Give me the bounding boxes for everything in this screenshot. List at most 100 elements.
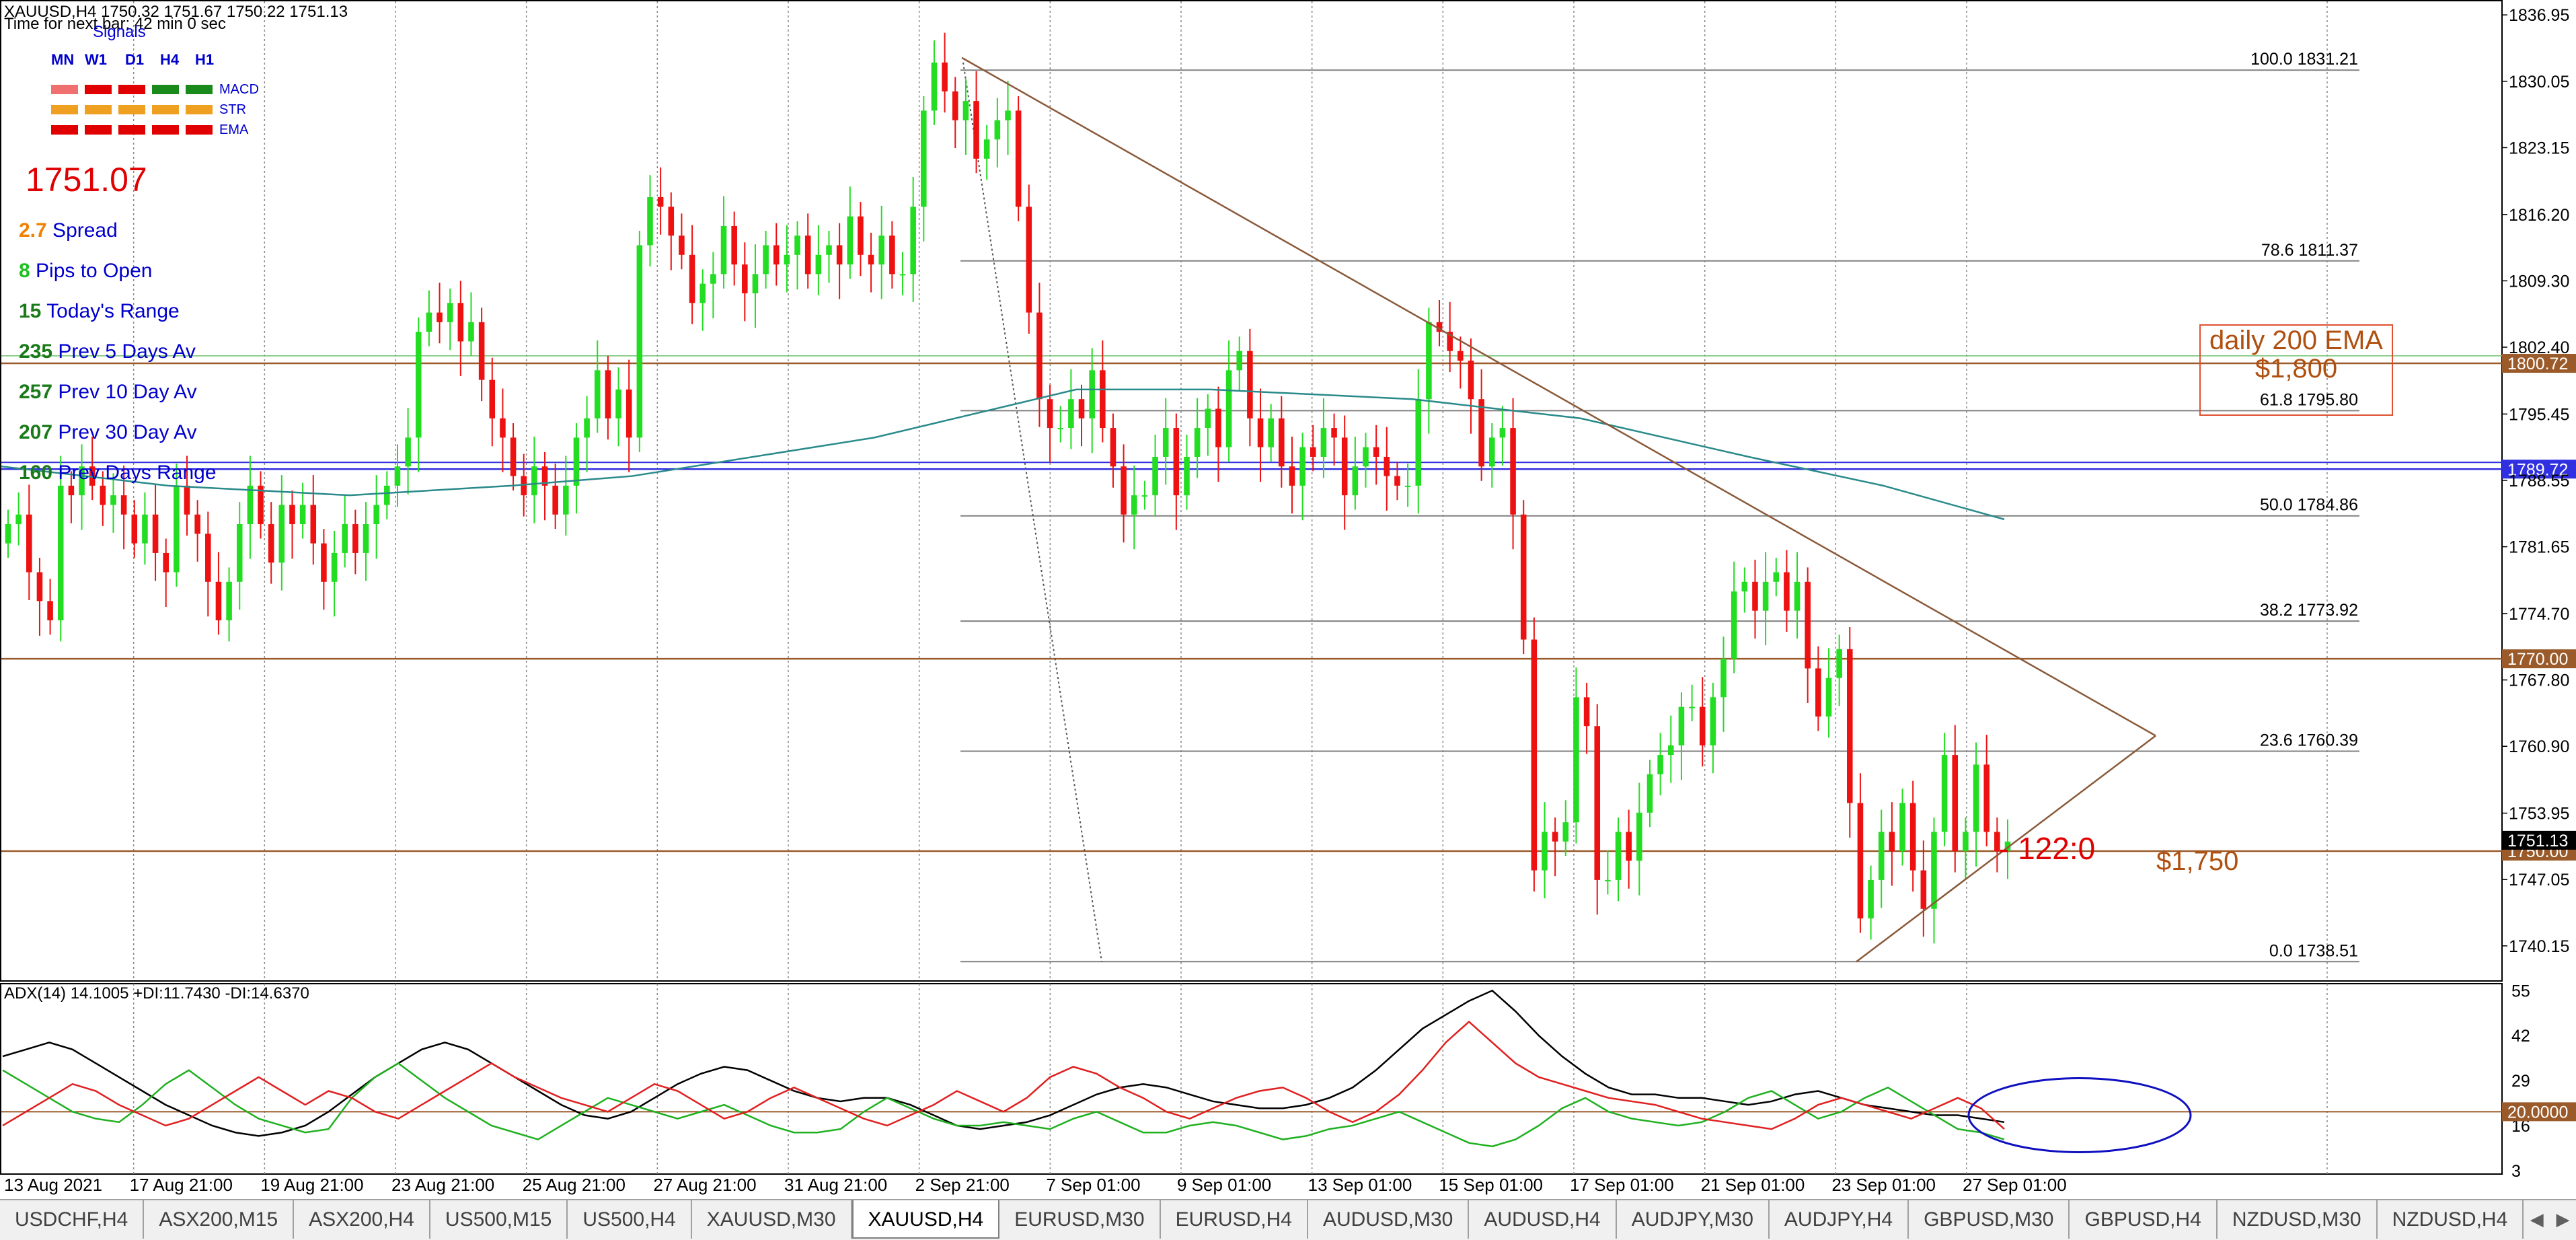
candle-body: [1415, 399, 1422, 486]
candle-body: [331, 552, 338, 582]
price-tick-label: 1747.05: [2509, 871, 2569, 889]
candle-body: [836, 245, 843, 265]
chart-tab[interactable]: NZDUSD,H4: [2378, 1200, 2524, 1239]
signal-cell: [118, 85, 145, 94]
chart-tab[interactable]: XAUUSD,M30: [692, 1200, 852, 1239]
candle-body: [478, 322, 485, 380]
chart-tab[interactable]: AUDJPY,M30: [1617, 1200, 1770, 1239]
ema-annotation-box[interactable]: daily 200 EMA $1,800: [2199, 324, 2393, 416]
time-tick-label: 13 Sep 01:00: [1308, 1175, 1412, 1195]
chart-tab[interactable]: AUDJPY,H4: [1770, 1200, 1909, 1239]
candle-body: [405, 437, 411, 467]
candle-body: [752, 274, 759, 293]
candle-body: [131, 514, 138, 544]
candle-body: [1594, 726, 1601, 880]
tf-label-w1: W1: [85, 51, 107, 68]
candle-body: [1015, 110, 1022, 207]
candle-body: [731, 225, 737, 265]
signal-cell: [51, 105, 78, 114]
time-tick-label: 17 Sep 01:00: [1570, 1175, 1674, 1195]
chart-tab[interactable]: USDCHF,H4: [0, 1200, 145, 1239]
highlight-ellipse: [1967, 1077, 2192, 1154]
chart-tab[interactable]: GBPUSD,H4: [2070, 1200, 2218, 1239]
adx-level-tag: [2502, 1102, 2576, 1122]
candle-body: [1909, 803, 1916, 871]
fib-level-label: 78.6 1811.37: [2261, 241, 2358, 260]
chart-tab[interactable]: EURUSD,H4: [1161, 1200, 1308, 1239]
candle-body: [647, 197, 653, 246]
candle-body: [994, 120, 1001, 140]
candle-body: [1299, 447, 1305, 486]
candle-body: [1889, 832, 1895, 852]
chart-tab[interactable]: AUDUSD,H4: [1469, 1200, 1617, 1239]
candle-body: [437, 312, 443, 322]
candle-body: [363, 524, 369, 553]
candle-body: [110, 495, 116, 505]
candle-body: [584, 418, 590, 438]
current-price-tag: [2502, 830, 2576, 850]
price-tag-label: 1789.72: [2507, 460, 2568, 479]
candle-body: [626, 389, 632, 438]
candle-body: [352, 524, 358, 553]
chart-tab[interactable]: GBPUSD,M30: [1909, 1200, 2070, 1239]
candle-body: [1384, 456, 1390, 476]
time-tick-label: 31 Aug 21:00: [784, 1175, 887, 1195]
candle-body: [5, 524, 11, 544]
tab-scroll-left-icon[interactable]: ◀: [2530, 1209, 2544, 1229]
fib-level-label: 61.8 1795.80: [2260, 390, 2358, 409]
candle-body: [1983, 764, 1990, 832]
price-axis: 1836.95 1830.05 1823.15 1816.20 1809.30 1802.…: [2502, 6, 2569, 956]
stat-label: Prev 5 Days Av: [52, 340, 196, 363]
price-tick-label: 1740.15: [2509, 937, 2569, 956]
adx-pane-border: [0, 983, 2503, 1175]
candle-body: [720, 225, 727, 275]
adx-tick-label: 42: [2511, 1027, 2530, 1046]
fib-level-label: 0.0 1738.51: [2269, 941, 2358, 960]
candle-body: [815, 254, 822, 275]
candle-body: [1194, 428, 1201, 457]
candle-body: [605, 370, 611, 418]
chart-tab[interactable]: US500,H4: [568, 1200, 692, 1239]
candle-body: [1173, 428, 1180, 496]
signal-cell: [186, 85, 213, 94]
candle-body: [784, 254, 790, 265]
stat-row: 8 Pips to Open: [19, 260, 152, 283]
support-price-label[interactable]: $1,750: [2156, 846, 2239, 876]
chart-tab[interactable]: XAUUSD,H4: [851, 1200, 1000, 1239]
signal-cell: [51, 85, 78, 94]
time-tick-label: 23 Aug 21:00: [391, 1175, 494, 1195]
stat-label: Prev Days Range: [52, 462, 217, 484]
candle-body: [1720, 659, 1727, 698]
chart-tab[interactable]: NZDUSD,M30: [2218, 1200, 2378, 1239]
grid: [0, 0, 2503, 1175]
time-tick-label: 21 Sep 01:00: [1701, 1175, 1805, 1195]
candle-body: [373, 505, 379, 525]
candle-body: [1100, 370, 1106, 429]
candle-body: [1868, 879, 1874, 919]
candle-body: [415, 332, 422, 438]
chart-tab[interactable]: AUDUSD,M30: [1308, 1200, 1470, 1239]
candle-body: [942, 62, 948, 92]
candle-body: [1626, 832, 1632, 861]
chart-tab[interactable]: ASX200,H4: [294, 1200, 430, 1239]
candle-body: [1615, 832, 1622, 880]
tab-scroll-right-icon[interactable]: ▶: [2556, 1209, 2570, 1229]
candle-body: [1952, 755, 1959, 852]
candle-body: [342, 524, 348, 553]
price-tick-label: 1760.90: [2509, 737, 2569, 756]
signal-row-ema: [51, 125, 213, 135]
candle-body: [1078, 399, 1085, 418]
chart-tab[interactable]: ASX200,M15: [144, 1200, 295, 1239]
chart-tab[interactable]: US500,M15: [430, 1200, 568, 1239]
chart-tab[interactable]: EURUSD,M30: [999, 1200, 1161, 1239]
stat-row: 235 Prev 5 Days Av: [19, 340, 196, 363]
candle-body: [321, 543, 327, 582]
time-tick-label: 23 Sep 01:00: [1831, 1175, 1936, 1195]
candle-body: [1457, 351, 1464, 361]
adx-series-minus-di: [2, 1020, 2005, 1130]
candle-body: [1047, 399, 1053, 429]
stat-value: 207: [19, 421, 53, 443]
trendlines: [961, 57, 2156, 963]
candle-body: [1310, 447, 1316, 457]
